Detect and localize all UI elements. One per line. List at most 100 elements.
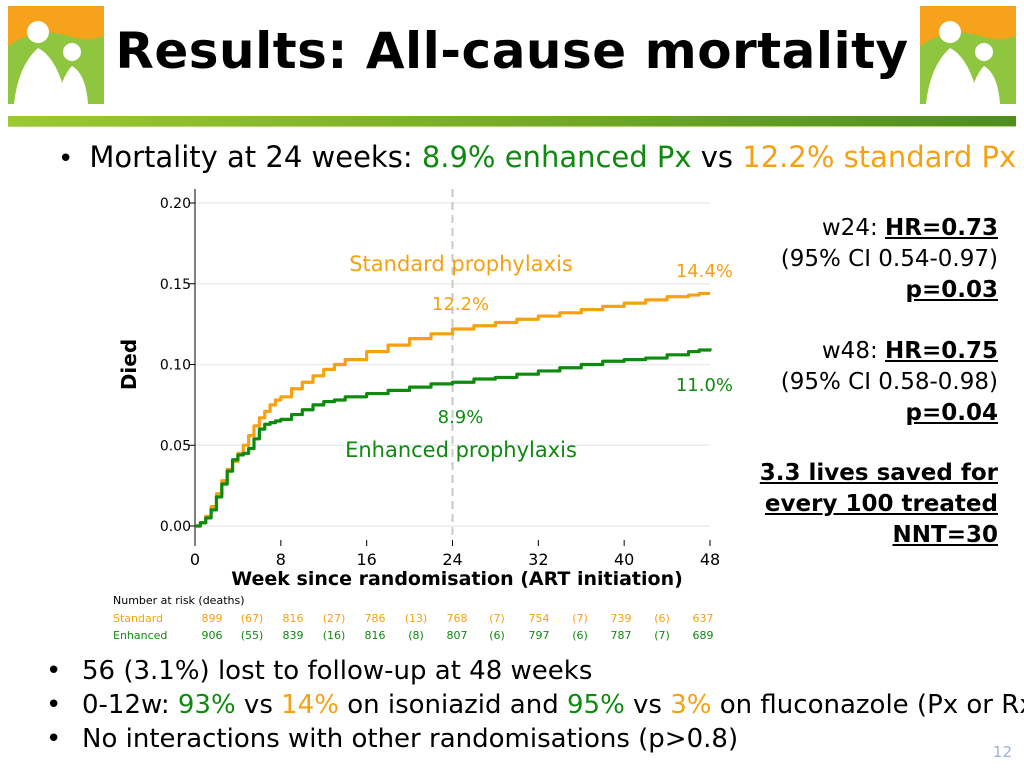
isoniazid-standard-pct: 14% — [281, 690, 339, 720]
mortality-chart: 0.00 0.05 0.10 0.15 0.20 0 8 16 24 32 40 48 Died W… — [117, 189, 733, 590]
isoniazid-enhanced-pct: 93% — [177, 690, 236, 720]
risk-cell: 768 — [446, 612, 468, 625]
bullet-2-mid: on isoniazid and — [338, 690, 567, 720]
nnt: NNT=30 — [892, 522, 998, 548]
x-tick-label: 0 — [190, 550, 200, 569]
headline-vs: vs — [691, 140, 743, 174]
y-axis-ticks: 0.00 0.05 0.10 0.15 0.20 — [160, 196, 195, 535]
enhanced-48wk-value: 11.0% — [676, 375, 733, 396]
y-axis-label: Died — [117, 339, 141, 390]
bullet-dot: • — [46, 690, 62, 720]
risk-cell: 637 — [692, 612, 714, 625]
page-number: 12 — [992, 743, 1012, 761]
headline-standard-pct: 12.2% — [742, 140, 835, 174]
enhanced-series-label: Enhanced prophylaxis — [345, 438, 577, 462]
headline-enhanced-pct: 8.9% — [421, 140, 496, 174]
w24-hr: HR=0.73 — [885, 215, 998, 241]
lives-line-1: 3.3 lives saved for — [759, 460, 998, 486]
bullet-2-suffix: on fluconazole (Px or Rx) — [711, 690, 1024, 720]
x-tick-label: 24 — [442, 550, 462, 569]
logo-left — [8, 6, 104, 104]
w24-label: w24: — [821, 215, 886, 241]
page-title: Results: All-cause mortality — [115, 22, 909, 80]
y-tick-label: 0.10 — [160, 358, 191, 374]
enhanced-24wk-value: 8.9% — [438, 407, 484, 428]
enhanced-prophylaxis-curve — [195, 348, 712, 528]
bullet-2-prefix: 0-12w: — [82, 690, 178, 720]
x-axis-label: Week since randomisation (ART initiation… — [231, 568, 683, 590]
bullet-1: • 56 (3.1%) lost to follow-up at 48 weeks — [46, 656, 592, 686]
w24-ci: (95% CI 0.54-0.97) — [780, 246, 998, 272]
risk-cell: 689 — [692, 629, 714, 642]
risk-row-name: Standard — [113, 612, 164, 625]
headline-standard-label: standard Px — [834, 140, 1017, 174]
x-tick-label: 32 — [528, 550, 548, 569]
y-tick-label: 0.15 — [160, 277, 191, 293]
risk-cell: (55) — [240, 629, 264, 642]
w48-hr: HR=0.75 — [885, 338, 998, 364]
bullet-dot: • — [46, 724, 62, 754]
headline-enhanced-label: enhanced Px — [495, 140, 692, 174]
standard-24wk-value: 12.2% — [432, 294, 489, 315]
risk-cell: (16) — [322, 629, 346, 642]
lives-line-2: every 100 treated — [764, 491, 998, 517]
risk-cell: (7) — [654, 629, 670, 642]
risk-cell: 839 — [282, 629, 304, 642]
risk-cell: 786 — [364, 612, 386, 625]
title-underline-thin — [8, 126, 1016, 127]
risk-table-header: Number at risk (deaths) — [113, 594, 245, 607]
risk-cell: (6) — [572, 629, 588, 642]
risk-cell: (8) — [408, 629, 424, 642]
y-tick-label: 0.20 — [160, 196, 191, 212]
risk-cell: (6) — [654, 612, 670, 625]
stats-w48: w48: HR=0.75 (95% CI 0.58-0.98) p=0.04 — [781, 336, 998, 429]
x-tick-label: 16 — [356, 550, 376, 569]
headline-prefix: Mortality at 24 weeks: — [89, 140, 422, 174]
w24-p: p=0.03 — [905, 277, 998, 303]
x-tick-label: 48 — [700, 550, 720, 569]
risk-cell: 787 — [610, 629, 632, 642]
standard-series-label: Standard prophylaxis — [349, 252, 573, 276]
x-axis-ticks: 0 8 16 24 32 40 48 — [190, 540, 720, 569]
fluconazole-standard-pct: 3% — [670, 690, 712, 720]
risk-cell: 754 — [528, 612, 550, 625]
bullet-dot: • — [46, 656, 62, 686]
risk-cell: 816 — [364, 629, 386, 642]
standard-48wk-value: 14.4% — [676, 261, 733, 282]
bullet-dot: • — [58, 144, 74, 174]
bullet-2-vs: vs — [235, 690, 282, 720]
stats-w24: w24: HR=0.73 (95% CI 0.54-0.97) p=0.03 — [781, 213, 998, 306]
risk-table: Standard 899 (67) 816 (27) 786 (13) 768 (7) 754 (7… — [0, 612, 740, 648]
y-tick-label: 0.00 — [160, 519, 191, 535]
risk-cell: (7) — [572, 612, 588, 625]
risk-cell: (6) — [489, 629, 505, 642]
risk-cell: (13) — [404, 612, 428, 625]
risk-cell: (27) — [322, 612, 346, 625]
title-underline-bar — [8, 116, 1016, 126]
w48-p: p=0.04 — [905, 400, 998, 426]
risk-cell: (7) — [489, 612, 505, 625]
w48-label: w48: — [821, 338, 886, 364]
logo-right — [920, 6, 1016, 104]
risk-cell: 816 — [282, 612, 304, 625]
fluconazole-enhanced-pct: 95% — [566, 690, 625, 720]
x-tick-label: 40 — [614, 550, 634, 569]
risk-cell: 899 — [201, 612, 223, 625]
bullet-3-text: No interactions with other randomisation… — [82, 724, 739, 754]
headline: • Mortality at 24 weeks: 8.9% enhanced Px… — [58, 140, 1016, 174]
risk-cell: 797 — [528, 629, 550, 642]
bullet-2: • 0-12w: 93% vs 14% on isoniazid and 95% … — [46, 690, 1024, 720]
risk-cell: 739 — [610, 612, 632, 625]
bullet-1-text: 56 (3.1%) lost to follow-up at 48 weeks — [82, 656, 593, 686]
lives-saved: 3.3 lives saved for every 100 treated NN… — [760, 458, 998, 551]
risk-row-name: Enhanced — [113, 629, 168, 642]
bullet-3: • No interactions with other randomisatio… — [46, 724, 738, 754]
w48-ci: (95% CI 0.58-0.98) — [780, 369, 998, 395]
y-tick-label: 0.05 — [160, 438, 191, 454]
risk-cell: 807 — [446, 629, 468, 642]
chart-series — [195, 291, 712, 528]
bullet-2-vs: vs — [624, 690, 671, 720]
risk-cell: 906 — [201, 629, 223, 642]
risk-cell: (67) — [240, 612, 264, 625]
x-tick-label: 8 — [276, 550, 286, 569]
